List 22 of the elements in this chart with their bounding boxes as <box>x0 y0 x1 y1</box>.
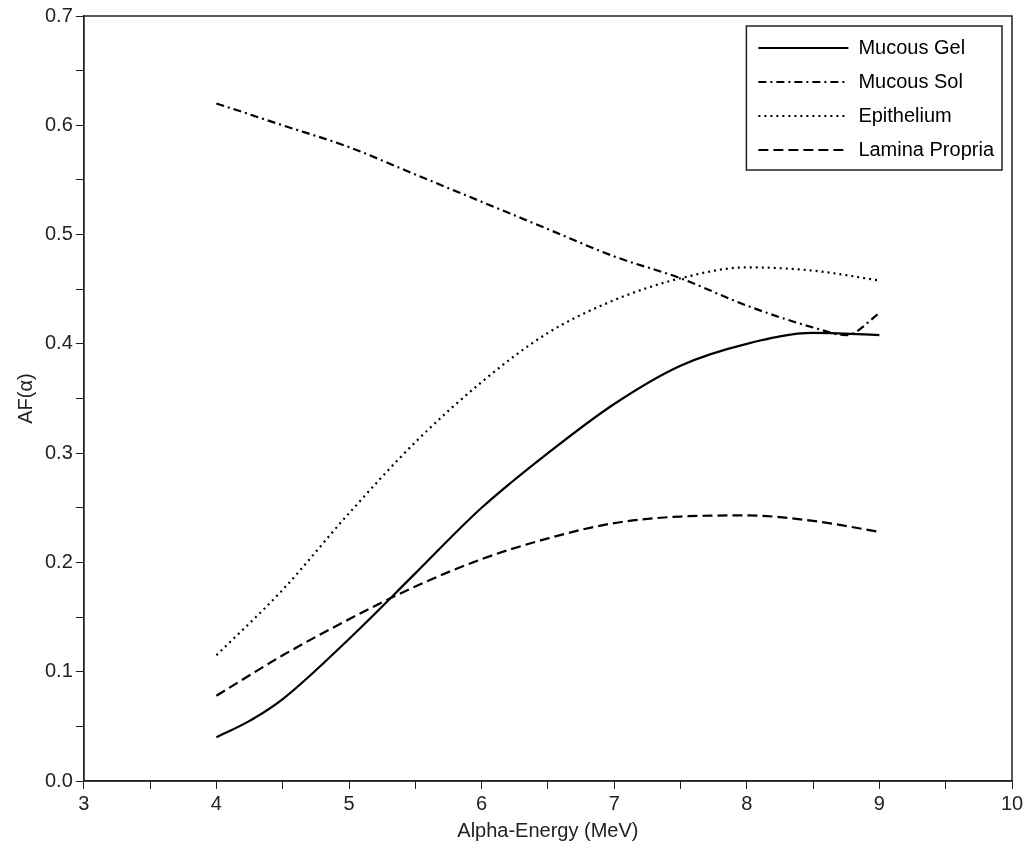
y-tick-label: 0.4 <box>44 331 73 354</box>
y-axis-title: AF(α) <box>13 373 36 424</box>
x-axis-title: Alpha-Energy (MeV) <box>457 818 639 841</box>
y-tick-label: 0.0 <box>44 768 73 791</box>
y-tick-label: 0.7 <box>44 3 73 26</box>
y-tick-label: 0.5 <box>44 222 73 245</box>
x-tick-label: 6 <box>476 791 488 814</box>
y-tick-label: 0.2 <box>44 549 73 572</box>
legend-label: Mucous Sol <box>858 69 963 92</box>
x-tick-label: 3 <box>78 791 90 814</box>
y-tick-label: 0.3 <box>44 440 73 463</box>
x-tick-label: 4 <box>210 791 222 814</box>
x-tick-label: 8 <box>741 791 753 814</box>
y-tick-label: 0.6 <box>44 112 73 135</box>
legend-label: Lamina Propria <box>858 137 995 160</box>
x-tick-label: 5 <box>343 791 355 814</box>
legend-label: Epithelium <box>858 103 952 126</box>
x-tick-label: 9 <box>873 791 885 814</box>
y-tick-label: 0.1 <box>44 659 73 682</box>
legend-label: Mucous Gel <box>858 35 966 58</box>
x-tick-label: 10 <box>1000 791 1024 814</box>
x-tick-label: 7 <box>608 791 620 814</box>
